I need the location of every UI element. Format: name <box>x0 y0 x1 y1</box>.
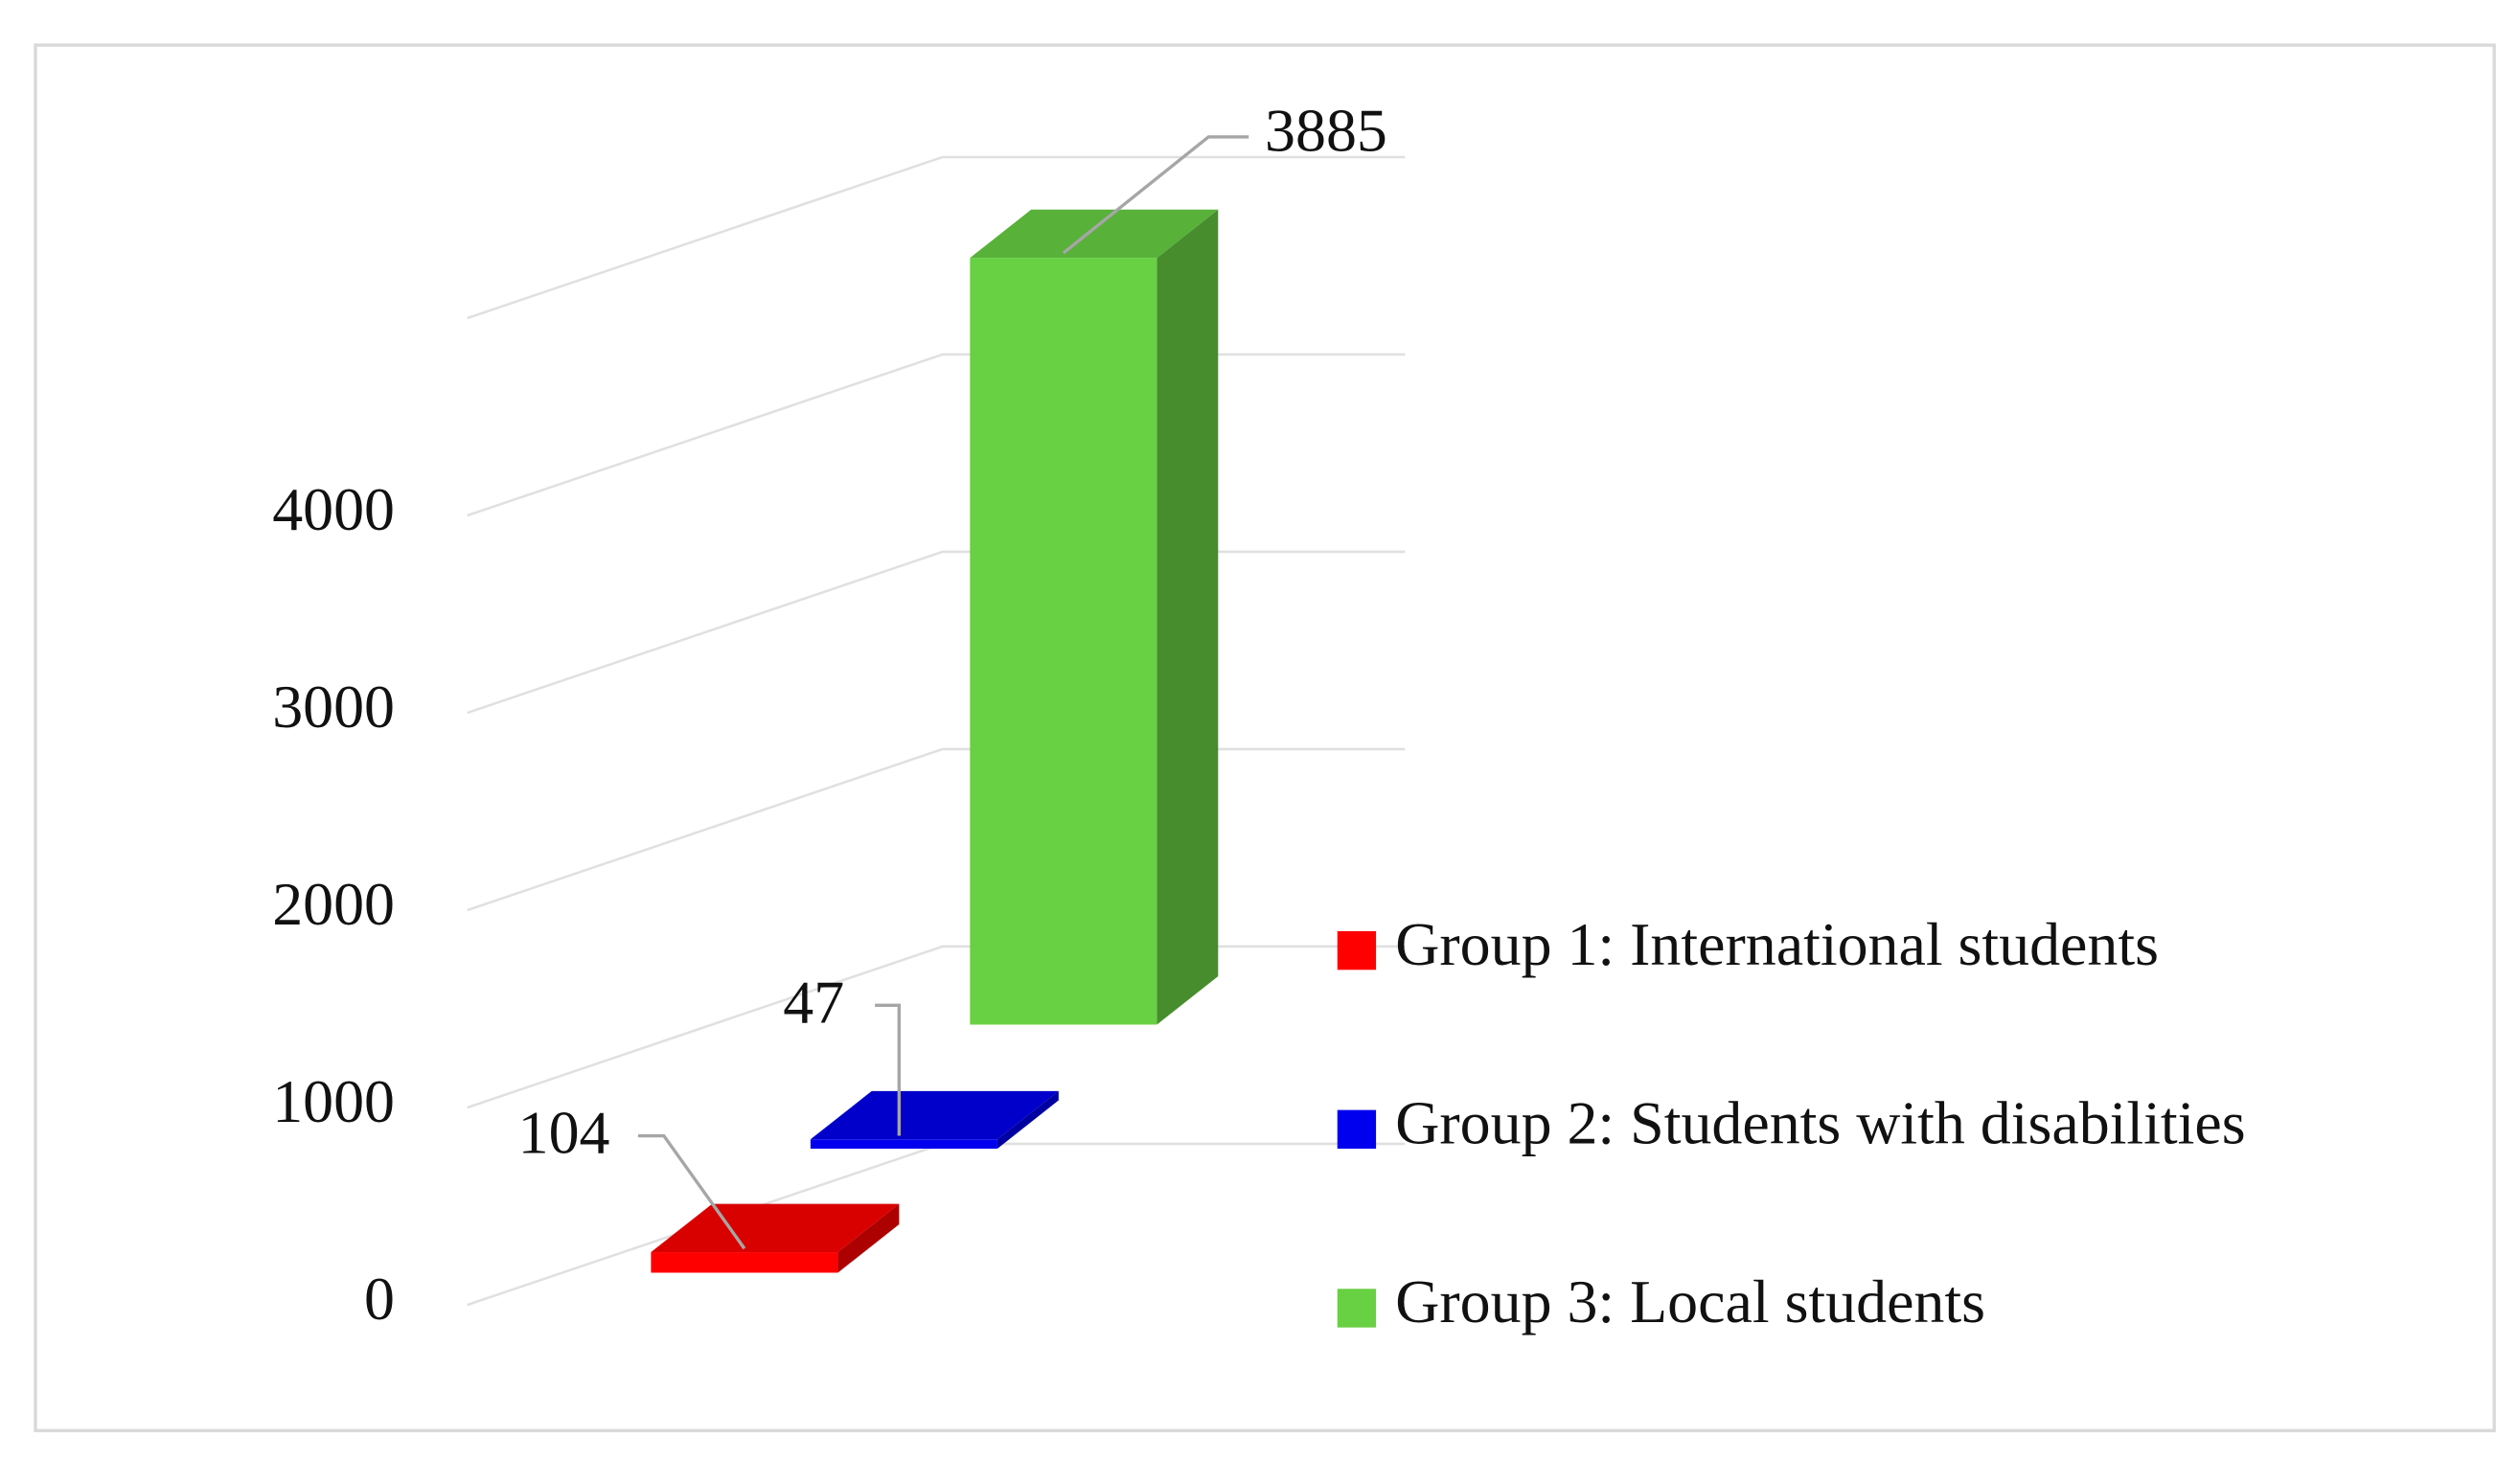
label-leader <box>1062 135 1249 255</box>
chart-border <box>34 43 2496 1432</box>
y-tick-label: 3000 <box>272 673 395 741</box>
grid-line <box>467 747 1406 912</box>
bar <box>970 258 1157 1025</box>
label-leader <box>875 1003 902 1136</box>
bar <box>651 1252 838 1273</box>
grid-line <box>467 353 1406 517</box>
bar-side <box>1157 209 1219 1025</box>
bar-side <box>997 1090 1059 1149</box>
y-tick-label: 0 <box>364 1265 395 1333</box>
label-leader <box>637 1133 746 1250</box>
legend-label: Group 2: Students with disabilities <box>1395 1088 2245 1156</box>
legend-swatch <box>1337 930 1377 970</box>
bar-top <box>970 209 1219 259</box>
legend-label: Group 3: Local students <box>1395 1267 1985 1335</box>
bar <box>810 1139 997 1149</box>
y-tick-label: 1000 <box>272 1067 395 1135</box>
y-tick-label: 2000 <box>272 870 395 938</box>
legend-label: Group 1: International students <box>1395 910 2159 978</box>
data-label: 47 <box>783 968 844 1036</box>
data-label: 104 <box>518 1099 610 1167</box>
bar-top <box>810 1090 1059 1140</box>
legend-swatch <box>1337 1109 1377 1149</box>
legend-swatch <box>1337 1289 1377 1328</box>
y-tick-label: 4000 <box>272 475 395 543</box>
grid-line <box>467 550 1406 715</box>
wall-top <box>467 155 1406 320</box>
data-label: 3885 <box>1265 97 1387 165</box>
bar-top <box>651 1203 900 1253</box>
grid-line <box>467 945 1406 1109</box>
bar-side <box>837 1203 900 1273</box>
